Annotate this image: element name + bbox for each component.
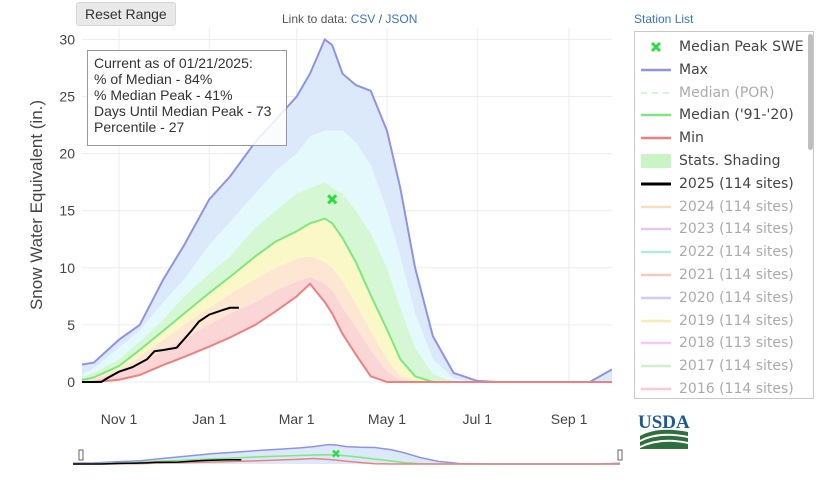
legend-label: 2016 (114 sites) bbox=[679, 381, 794, 397]
legend-item[interactable]: 2025 (114 sites) bbox=[635, 173, 813, 195]
legend-label: Min bbox=[679, 130, 704, 147]
range-slider-handle-left[interactable] bbox=[78, 449, 84, 461]
legend-item[interactable]: 2018 (113 sites) bbox=[635, 332, 813, 354]
min-line bbox=[82, 282, 612, 383]
usda-logo-hills bbox=[640, 429, 688, 449]
y-tick-label: 5 bbox=[67, 317, 75, 333]
legend-label: Median Peak SWE bbox=[679, 39, 804, 55]
legend-swatch bbox=[641, 182, 671, 186]
usda-logo-text: USDA bbox=[638, 412, 690, 433]
range-slider-handle-right[interactable] bbox=[617, 449, 623, 461]
legend-item[interactable]: 2021 (114 sites) bbox=[635, 264, 813, 286]
range-slider bbox=[72, 442, 623, 466]
legend-swatch bbox=[641, 342, 671, 345]
median-peak-x bbox=[327, 194, 338, 205]
y-tick-label: 20 bbox=[59, 146, 75, 162]
current-year-line bbox=[82, 306, 239, 383]
legend-swatch bbox=[641, 136, 671, 140]
data-links-sep: / bbox=[375, 12, 386, 26]
legend-label: 2023 (114 sites) bbox=[679, 221, 794, 238]
legend-item[interactable]: Min bbox=[635, 127, 813, 149]
y-tick-label: 30 bbox=[59, 31, 75, 47]
legend-label: 2018 (113 sites) bbox=[679, 335, 794, 352]
y-tick-label: 25 bbox=[59, 89, 75, 105]
range-slider-peak-marker bbox=[332, 449, 340, 458]
info-line-days-until-peak: Days Until Median Peak - 73 bbox=[94, 103, 272, 119]
x-tick-label: May 1 bbox=[368, 411, 406, 427]
reset-range-button[interactable]: Reset Range bbox=[76, 2, 176, 26]
station-list-link[interactable]: Station List bbox=[634, 12, 694, 26]
usda-logo: USDA bbox=[638, 412, 690, 450]
legend-item[interactable]: 2019 (114 sites) bbox=[635, 310, 813, 332]
band-90-70 bbox=[82, 130, 612, 382]
band-70-50 bbox=[82, 182, 612, 382]
legend-item[interactable]: Median (POR) bbox=[635, 82, 813, 104]
band-50-30 bbox=[82, 218, 612, 382]
legend-item[interactable]: Median Peak SWE bbox=[635, 36, 813, 58]
x-tick-label: Sep 1 bbox=[551, 411, 588, 427]
legend-swatch bbox=[641, 205, 671, 208]
legend-swatch bbox=[641, 68, 671, 72]
legend-item[interactable]: Stats. Shading bbox=[635, 150, 813, 172]
legend-swatch bbox=[650, 41, 662, 53]
current-status-box: Current as of 01/21/2025: % of Median - … bbox=[87, 50, 287, 146]
legend-scrollbar[interactable] bbox=[808, 34, 813, 150]
range-slider-current bbox=[73, 459, 242, 465]
json-link[interactable]: JSON bbox=[385, 12, 418, 26]
legend-swatch bbox=[641, 273, 671, 277]
legend-item[interactable]: 2017 (114 sites) bbox=[635, 355, 813, 377]
legend-item[interactable]: 2020 (114 sites) bbox=[635, 287, 813, 309]
legend-item[interactable]: Median ('91-'20) bbox=[635, 104, 813, 126]
legend-item[interactable]: 2024 (114 sites) bbox=[635, 196, 813, 218]
y-tick-label: 10 bbox=[59, 260, 75, 276]
legend-label: Max bbox=[679, 61, 708, 78]
data-links: Link to data: CSV / JSON bbox=[282, 12, 417, 26]
y-tick-label: 0 bbox=[67, 374, 75, 390]
legend-item[interactable]: 2016 (114 sites) bbox=[635, 378, 813, 398]
legend-item[interactable]: 2022 (114 sites) bbox=[635, 241, 813, 263]
x-tick-label: Jul 1 bbox=[462, 411, 492, 427]
y-tick-label: 15 bbox=[59, 203, 75, 219]
legend-label: 2024 (114 sites) bbox=[679, 198, 794, 215]
data-links-prefix: Link to data: bbox=[282, 12, 351, 26]
legend-label: 2025 (114 sites) bbox=[679, 175, 794, 192]
legend-swatch bbox=[641, 296, 671, 300]
legend-label: Median (POR) bbox=[679, 84, 775, 101]
plot-area bbox=[82, 37, 612, 383]
band-max-90 bbox=[82, 39, 612, 382]
legend-item[interactable]: 2023 (114 sites) bbox=[635, 218, 813, 240]
x-tick-label: Nov 1 bbox=[101, 411, 138, 427]
x-tick-label: Jan 1 bbox=[192, 411, 226, 427]
legend-swatch bbox=[641, 319, 671, 322]
legend-swatch bbox=[641, 228, 671, 231]
median-peak-marker bbox=[327, 194, 338, 205]
legend-label: 2021 (114 sites) bbox=[679, 267, 794, 283]
info-line-pct-median-peak: % Median Peak - 41% bbox=[94, 87, 233, 103]
chart-legend: Median Peak SWE Max Median (POR) Median ('9… bbox=[634, 31, 814, 399]
x-tick-label: Mar 1 bbox=[279, 411, 315, 427]
legend-swatch bbox=[641, 154, 671, 168]
csv-link[interactable]: CSV bbox=[350, 12, 376, 26]
legend-label: 2020 (114 sites) bbox=[679, 289, 794, 306]
info-line-pct-median: % of Median - 84% bbox=[94, 71, 213, 87]
legend-swatch bbox=[641, 114, 671, 117]
legend-swatch bbox=[641, 364, 671, 368]
legend-item[interactable]: Max bbox=[635, 59, 813, 81]
legend-label: Stats. Shading bbox=[679, 153, 781, 169]
band-10-min bbox=[82, 276, 612, 382]
info-line-date: Current as of 01/21/2025: bbox=[94, 55, 253, 71]
legend-label: 2017 (114 sites) bbox=[679, 358, 794, 375]
legend-label: 2019 (114 sites) bbox=[679, 312, 794, 329]
legend-swatch bbox=[641, 387, 671, 391]
legend-label: 2022 (114 sites) bbox=[679, 244, 794, 261]
legend-swatch bbox=[641, 91, 671, 94]
y-axis-label: Snow Water Equivalent (in.) bbox=[27, 100, 46, 310]
info-line-percentile: Percentile - 27 bbox=[94, 119, 185, 135]
legend-label: Median ('91-'20) bbox=[679, 107, 794, 124]
legend-swatch bbox=[641, 250, 671, 254]
